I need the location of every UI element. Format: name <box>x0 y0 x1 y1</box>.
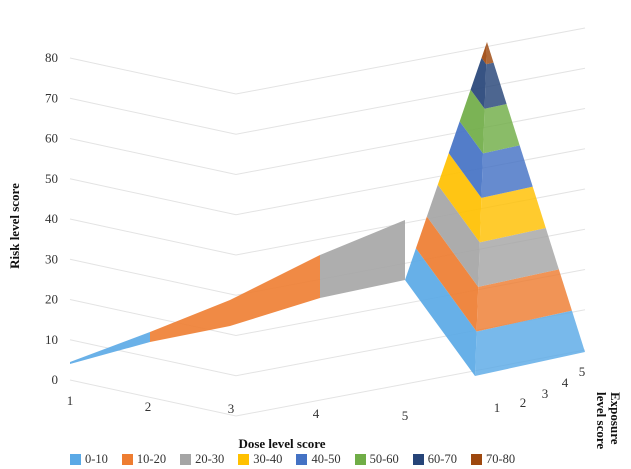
legend-label: 30-40 <box>253 451 283 466</box>
surface-band-left <box>470 57 487 109</box>
legend-label: 70-80 <box>485 451 516 466</box>
surface-band-right <box>483 104 520 154</box>
legend-swatch <box>470 453 482 465</box>
y-tick-label: 50 <box>45 171 58 186</box>
x-tick-label: 3 <box>228 401 235 416</box>
surface-band-right <box>479 186 546 243</box>
z-axis-title: Exposure level score <box>594 392 623 449</box>
legend-label: 50-60 <box>369 451 399 466</box>
legend-swatch <box>70 453 81 465</box>
legend: 0-10 10-20 20-30 30-40 40-50 50-60 60-70 70-80 <box>70 451 529 467</box>
legend-item: 0-10 <box>70 452 108 467</box>
z-tick-label: 2 <box>520 395 527 410</box>
legend-swatch <box>238 453 250 465</box>
surface-band-left <box>426 184 480 287</box>
gridlines <box>69 27 586 417</box>
legend-swatch <box>354 453 366 465</box>
x-tick-label: 5 <box>402 408 409 423</box>
y-tick-label: 30 <box>45 251 58 266</box>
z-tick-label: 1 <box>494 400 501 415</box>
y-tick-label: 70 <box>45 90 58 105</box>
legend-item: 10-20 <box>121 451 167 467</box>
surface-facet <box>150 300 230 342</box>
surface-band-left <box>459 89 485 154</box>
surface-plot <box>70 42 585 376</box>
surface-band-left <box>448 121 483 198</box>
z-tick-label: 3 <box>542 386 549 401</box>
x-axis-ticks: 1 2 3 4 5 <box>67 393 409 423</box>
legend-item: 30-40 <box>238 452 282 467</box>
legend-label: 20-30 <box>195 451 225 466</box>
y-tick-label: 10 <box>45 332 58 347</box>
surface-facet <box>230 255 320 326</box>
legend-swatch <box>412 453 424 465</box>
y-axis-title: Risk level score <box>7 183 22 269</box>
z-tick-label: 4 <box>562 375 569 390</box>
z-tick-label: 5 <box>579 364 586 379</box>
x-tick-label: 2 <box>145 399 152 414</box>
surface-band-right <box>476 269 572 332</box>
legend-label: 10-20 <box>136 451 167 466</box>
y-tick-label: 80 <box>45 50 58 65</box>
legend-item: 60-70 <box>412 451 457 467</box>
legend-swatch <box>180 453 192 465</box>
legend-label: 40-50 <box>311 451 341 466</box>
gridline <box>69 27 586 95</box>
y-tick-label: 60 <box>45 131 58 146</box>
legend-item: 70-80 <box>470 451 516 467</box>
y-tick-label: 40 <box>45 211 58 226</box>
legend-label: 0-10 <box>85 451 108 466</box>
surface-band-left <box>437 153 482 243</box>
legend-item: 40-50 <box>296 451 341 467</box>
surface-facet <box>70 332 150 364</box>
legend-item: 50-60 <box>354 451 399 467</box>
surface-band-left <box>481 42 487 65</box>
legend-item: 20-30 <box>180 452 224 467</box>
y-tick-label: 20 <box>45 292 58 307</box>
x-axis-title: Dose level score <box>238 436 325 451</box>
y-tick-label: 0 <box>52 372 59 387</box>
gridline <box>69 349 586 417</box>
surface-band-right <box>486 42 494 65</box>
x-tick-label: 4 <box>313 406 320 421</box>
surface-band-right <box>481 145 533 198</box>
surface-band-left <box>415 216 479 332</box>
surface-facet <box>320 220 405 298</box>
x-tick-label: 1 <box>67 393 74 408</box>
legend-swatch <box>296 453 308 465</box>
legend-swatch <box>121 453 133 465</box>
gridline <box>69 67 586 135</box>
legend-label: 60-70 <box>427 451 457 466</box>
surface-band-right <box>478 228 559 287</box>
surface-band-right <box>475 310 585 376</box>
surface-band-right <box>484 62 507 109</box>
y-axis-ticks: 0 10 20 30 40 50 60 70 80 <box>45 50 58 387</box>
surface-band-left <box>405 248 477 376</box>
